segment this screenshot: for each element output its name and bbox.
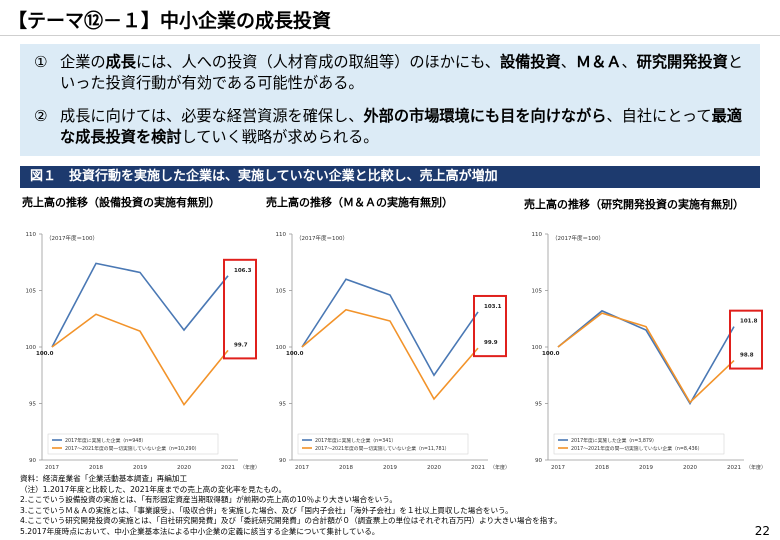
y-tick-label: 105 bbox=[26, 289, 37, 295]
x-tick-label: 2020 bbox=[177, 465, 191, 471]
data-label: 100.0 bbox=[542, 351, 560, 357]
legend-entry: 2017年度に実施した企業（n=948） bbox=[65, 437, 146, 444]
series-line bbox=[51, 262, 229, 348]
y-tick-label: 100 bbox=[532, 345, 543, 351]
y-tick-label: 90 bbox=[279, 458, 286, 464]
x-unit-label: （年度） bbox=[746, 464, 766, 471]
series-line bbox=[51, 313, 229, 407]
x-tick-label: 2018 bbox=[595, 465, 609, 471]
highlight-box bbox=[729, 309, 763, 370]
y-tick-label: 105 bbox=[532, 289, 543, 295]
note-line: （注）1.2017年度と比較した、2021年度までの売上高の変化率を見たもの。 bbox=[20, 484, 287, 494]
data-label: 100.0 bbox=[36, 351, 54, 357]
y-tick-label: 100 bbox=[26, 345, 37, 351]
source-notes: 資料：経済産業省「企業活動基本調査」再編加工 （注）1.2017年度と比較した、… bbox=[20, 474, 740, 538]
point-text: 企業の成長には、人への投資（人材育成の取組等）のほかにも、設備投資、Ｍ＆Ａ、研究… bbox=[60, 52, 750, 94]
x-tick-label: 2021 bbox=[221, 465, 235, 471]
figure-header: 図１ 投資行動を実施した企業は、実施していない企業と比較し、売上高が増加 bbox=[20, 166, 760, 188]
note-line: 4.ここでいう研究開発投資の実施とは、「自社研究開発費」及び「委託研究開発費」の… bbox=[20, 516, 562, 526]
data-label: 98.8 bbox=[740, 353, 754, 359]
y-tick-label: 95 bbox=[535, 402, 542, 408]
data-label: 101.8 bbox=[740, 319, 758, 325]
data-label: 100.0 bbox=[286, 351, 304, 357]
series-line bbox=[301, 308, 479, 401]
x-unit-label: （年度） bbox=[490, 464, 510, 471]
x-tick-label: 2017 bbox=[45, 465, 59, 471]
x-tick-label: 2017 bbox=[551, 465, 565, 471]
body-text: には、人への投資（人材育成の取組等）のほかにも、 bbox=[135, 53, 500, 71]
note-line: 3.ここでいうＭ＆Ａの実施とは、「事業譲受」、「吸収合併」を実施した場合、及び「… bbox=[20, 505, 513, 515]
data-label: 99.9 bbox=[484, 340, 498, 346]
index-label: （2017年度＝100） bbox=[46, 234, 98, 242]
legend-box bbox=[553, 433, 725, 455]
page-number: 22 bbox=[754, 524, 770, 538]
y-tick-label: 90 bbox=[29, 458, 36, 464]
legend-entry: 2017～2021年度の間一切実施していない企業（n=10,290） bbox=[65, 445, 199, 452]
legend-entry: 2017～2021年度の間一切実施していない企業（n=11,781） bbox=[315, 445, 449, 452]
emphasis-text: 最適な成長投資を検討 bbox=[60, 107, 742, 146]
x-tick-label: 2019 bbox=[639, 465, 653, 471]
point-number: ② bbox=[34, 107, 48, 125]
emphasis-text: 研究開発投資 bbox=[636, 53, 728, 71]
legend-box bbox=[47, 433, 219, 455]
y-tick-label: 95 bbox=[279, 402, 286, 408]
y-tick-label: 110 bbox=[276, 232, 287, 238]
x-tick-label: 2018 bbox=[339, 465, 353, 471]
y-tick-label: 105 bbox=[276, 289, 287, 295]
chart-ma: （2017年度＝100） 90 95 100 105 110 2017 2018 2019 202… bbox=[276, 232, 511, 471]
emphasis-text: 成長 bbox=[105, 53, 136, 71]
note-line: 資料：経済産業省「企業活動基本調査」再編加工 bbox=[20, 474, 188, 483]
emphasis-text: 外部の市場環境にも目を向けながら bbox=[363, 107, 607, 125]
y-tick-label: 110 bbox=[26, 232, 37, 238]
legend-entry: 2017～2021年度の間一切実施していない企業（n=8,436） bbox=[571, 445, 702, 452]
legend-entry: 2017年度に実施した企業（n=3,879） bbox=[571, 437, 657, 444]
body-text: 、 bbox=[621, 53, 637, 71]
point-text: 成長に向けては、必要な経営資源を確保し、外部の市場環境にも目を向けながら、自社に… bbox=[60, 106, 750, 148]
body-text: 企業の bbox=[60, 53, 106, 71]
series-line bbox=[557, 309, 735, 406]
legend-entry: 2017年度に実施した企業（n=341） bbox=[315, 437, 396, 444]
data-label: 106.3 bbox=[234, 268, 252, 274]
title-bar: 【テーマ⑫－１】中小企業の成長投資 bbox=[0, 0, 780, 36]
chart-capex: （2017年度＝100） 90 95 100 105 110 2017 2018 2019 202… bbox=[26, 232, 261, 471]
page-title: 【テーマ⑫－１】中小企業の成長投資 bbox=[8, 10, 332, 32]
body-text: 、 bbox=[560, 53, 576, 71]
y-tick-label: 110 bbox=[532, 232, 543, 238]
note-line: 2.ここでいう設備投資の実施とは、「有形固定資産当期取得額」が前期の売上高の10… bbox=[20, 495, 397, 505]
series-line bbox=[557, 312, 735, 404]
x-tick-label: 2018 bbox=[89, 465, 103, 471]
y-tick-label: 100 bbox=[276, 345, 287, 351]
body-text: 成長に向けては、必要な経営資源を確保し、 bbox=[60, 107, 364, 125]
emphasis-text: Ｍ＆Ａ bbox=[575, 53, 622, 71]
legend-box bbox=[297, 433, 469, 455]
x-tick-label: 2020 bbox=[683, 465, 697, 471]
body-text: といった投資行動が有効である可能性がある。 bbox=[60, 53, 743, 92]
index-label: （2017年度＝100） bbox=[552, 234, 604, 242]
x-unit-label: （年度） bbox=[240, 464, 260, 471]
data-label: 99.7 bbox=[234, 342, 248, 348]
body-text: 、自社にとって bbox=[606, 107, 712, 125]
x-tick-label: 2019 bbox=[383, 465, 397, 471]
note-line: 5.2017年度時点において、中小企業基本法による中小企業の定義に該当する企業に… bbox=[20, 526, 380, 536]
chart-title-capex: 売上高の推移（設備投資の実施有無別） bbox=[22, 196, 220, 209]
highlight-box bbox=[473, 294, 507, 358]
highlight-box bbox=[223, 258, 257, 360]
x-tick-label: 2021 bbox=[471, 465, 485, 471]
body-text: していく戦略が求められる。 bbox=[181, 128, 379, 146]
chart-title-rnd: 売上高の推移（研究開発投資の実施有無別） bbox=[524, 198, 744, 211]
x-tick-label: 2020 bbox=[427, 465, 441, 471]
x-tick-label: 2017 bbox=[295, 465, 309, 471]
summary-box: ① 企業の成長には、人への投資（人材育成の取組等）のほかにも、設備投資、Ｍ＆Ａ、… bbox=[20, 44, 760, 156]
index-label: （2017年度＝100） bbox=[296, 234, 348, 242]
y-tick-label: 90 bbox=[535, 458, 542, 464]
chart-rnd: （2017年度＝100） 90 95 100 105 110 2017 2018 2019 202… bbox=[532, 232, 767, 471]
x-tick-label: 2019 bbox=[133, 465, 147, 471]
point-number: ① bbox=[34, 53, 48, 71]
chart-title-ma: 売上高の推移（Ｍ＆Ａの実施有無別） bbox=[266, 196, 453, 209]
x-tick-label: 2021 bbox=[727, 465, 741, 471]
series-line bbox=[301, 278, 479, 377]
y-tick-label: 95 bbox=[29, 402, 36, 408]
emphasis-text: 設備投資 bbox=[499, 53, 561, 71]
data-label: 103.1 bbox=[484, 304, 502, 310]
